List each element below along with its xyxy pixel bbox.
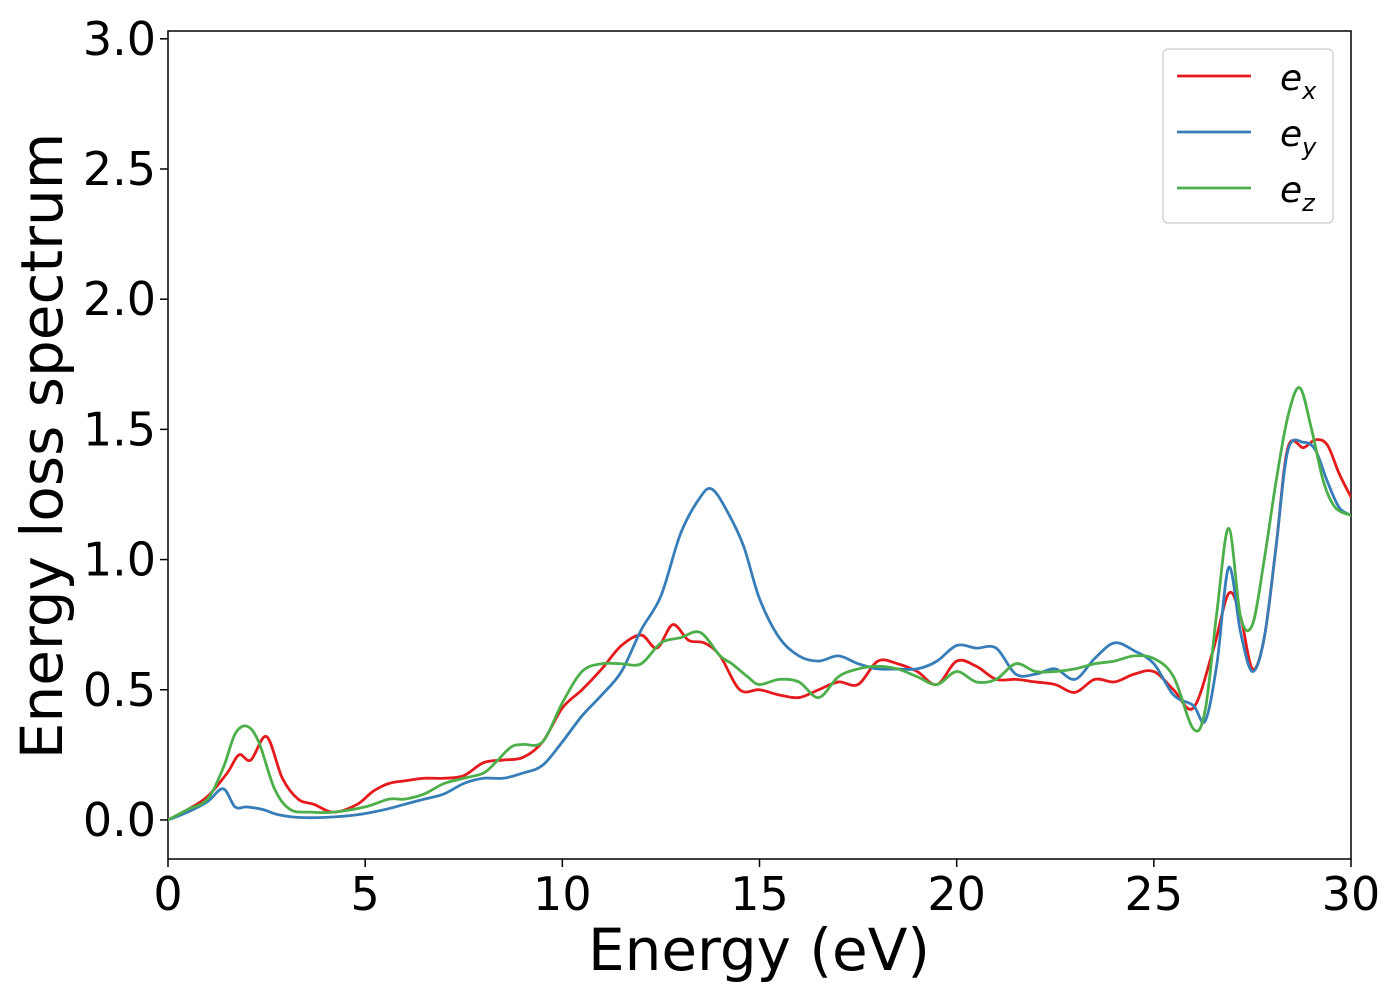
legend-label: ey — [1280, 114, 1317, 161]
series-line-y — [168, 438, 1351, 822]
x-tick-label: 15 — [730, 867, 789, 921]
series-layer — [168, 386, 1351, 822]
y-tick-label: 3.0 — [83, 12, 156, 66]
x-tick-label: 20 — [927, 867, 986, 921]
y-tick-label: 0.0 — [83, 793, 156, 847]
y-axis: 0.0 0.5 1.0 1.5 2.0 2.5 3.0 — [83, 12, 168, 847]
x-tick-label: 5 — [351, 867, 380, 921]
y-tick-label: 1.0 — [83, 533, 156, 587]
y-axis-label: Energy loss spectrum — [8, 133, 76, 759]
y-tick-label: 2.5 — [83, 142, 156, 196]
x-tick-label: 25 — [1125, 867, 1184, 921]
x-axis-label: Energy (eV) — [588, 916, 930, 984]
legend: ex ey ez — [1162, 48, 1334, 224]
x-axis: 0 5 10 15 20 25 30 — [153, 859, 1380, 921]
y-tick-label: 0.5 — [83, 663, 156, 717]
x-tick-label: 10 — [533, 867, 592, 921]
y-tick-label: 1.5 — [83, 402, 156, 456]
y-tick-label: 2.0 — [83, 272, 156, 326]
legend-box — [1162, 48, 1334, 224]
x-tick-label: 30 — [1322, 867, 1381, 921]
legend-label: ex — [1280, 58, 1317, 105]
x-tick-label: 0 — [153, 867, 182, 921]
legend-label: ez — [1280, 170, 1316, 217]
series-line-z — [168, 386, 1351, 822]
